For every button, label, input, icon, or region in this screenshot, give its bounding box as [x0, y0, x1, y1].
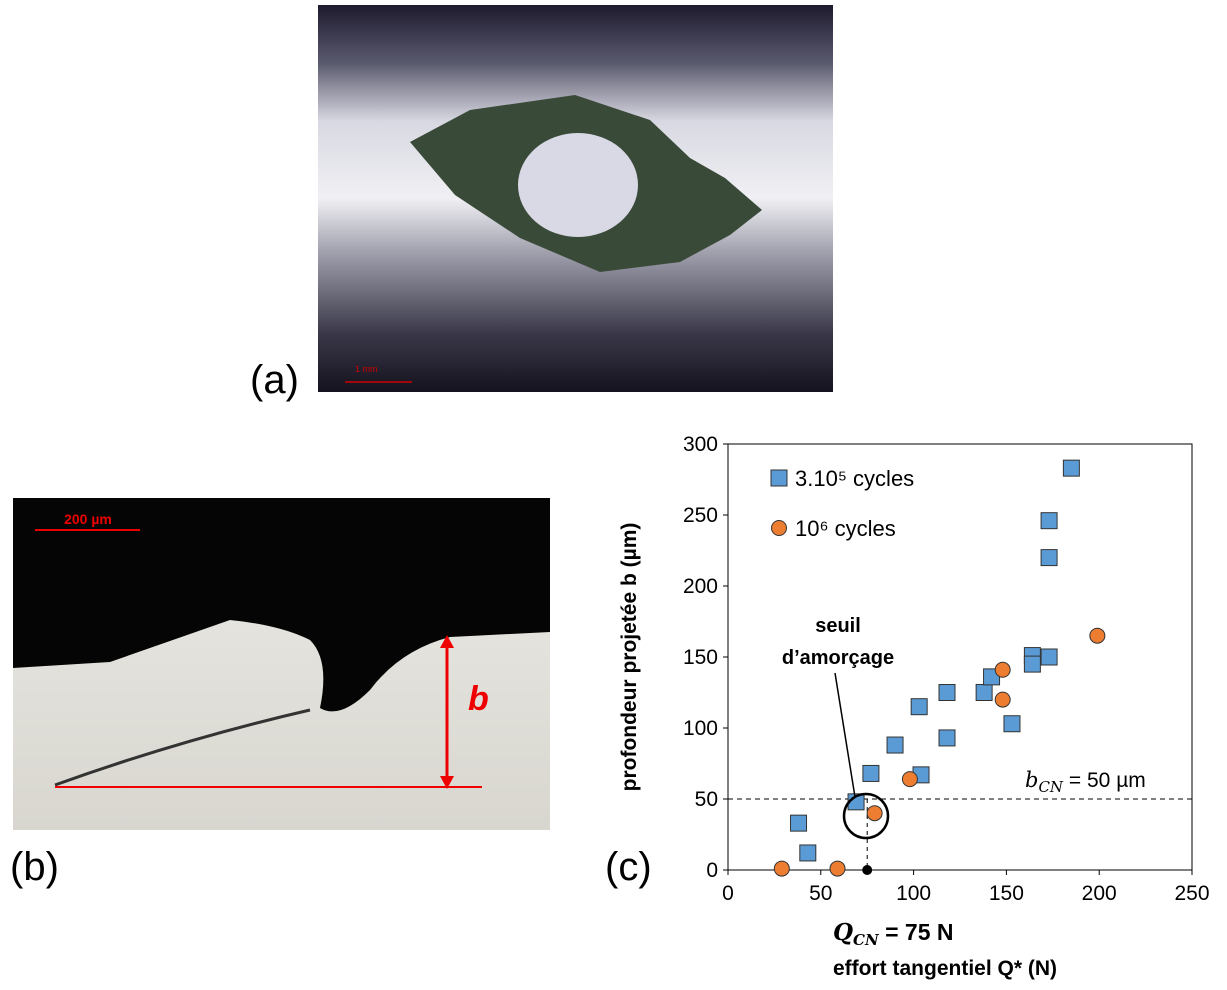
panel-label: (b) [10, 845, 59, 889]
square-point [1023, 655, 1041, 673]
annotation: bCN = 50 µm [1025, 768, 1146, 796]
circle-point [901, 771, 918, 788]
circle-point [994, 661, 1011, 678]
symbol: b [1025, 768, 1038, 792]
x-tick-label: 200 [1082, 882, 1117, 905]
square-point [938, 684, 956, 701]
depth-label: b [468, 680, 489, 718]
subscript: CN [853, 931, 880, 949]
circle-point [1089, 627, 1106, 644]
legend-marker [770, 469, 788, 487]
legend-marker [771, 520, 787, 536]
panel-label: (a) [250, 358, 299, 402]
square-point [910, 698, 928, 716]
arrow-head [440, 635, 454, 648]
x-tick-label: 250 [1174, 882, 1209, 905]
y-tick-label: 250 [683, 504, 718, 527]
circle-point [866, 805, 883, 822]
y-axis-label: profondeur projetée b (µm) [618, 523, 641, 792]
scale-text: 1 mm [355, 364, 378, 374]
square-point [886, 736, 904, 754]
square-point [790, 814, 808, 832]
square-point [1062, 459, 1080, 477]
chart: 0 50 100 150 200 250 300 0 50 100 150 200 250 effort … [618, 433, 1210, 980]
annotation: QCN = 75 N [833, 919, 954, 949]
annotation-pointer [834, 672, 856, 798]
annotation: seuil [815, 615, 861, 637]
square-point [1040, 648, 1058, 666]
crack [54, 708, 311, 787]
subscript: CN [1038, 778, 1063, 796]
legend-label: 3.10⁵ cycles [795, 466, 914, 491]
annotation-text: = 75 N [879, 919, 954, 945]
x-tick-label: 100 [896, 882, 931, 905]
y-tick-label: 200 [683, 575, 718, 598]
annotation: d’amorçage [782, 647, 894, 669]
y-tick-label: 300 [683, 433, 718, 456]
annotation-circle [842, 792, 890, 840]
x-axis-label: effort tangentiel Q* (N) [833, 957, 1057, 980]
y-tick-label: 150 [683, 646, 718, 669]
annotation-text: = 50 µm [1063, 769, 1146, 792]
square-point [1040, 549, 1058, 567]
scale-text: 200 µm [64, 511, 112, 527]
square-point [975, 684, 993, 701]
symbol: Q [833, 919, 853, 946]
x-tick-label: 50 [809, 882, 832, 905]
y-tick-label: 100 [683, 717, 718, 740]
y-tick-label: 50 [695, 788, 718, 811]
section-top [13, 498, 550, 712]
square-point [799, 844, 817, 862]
legend-label: 10⁶ cycles [795, 516, 896, 541]
scar-center [518, 133, 638, 237]
x-tick-label: 150 [989, 882, 1024, 905]
panel-label: (c) [605, 845, 652, 889]
x-tick-label: 0 [722, 882, 734, 905]
circle-point [773, 860, 790, 877]
circle-point [994, 691, 1011, 708]
arrow-head [440, 776, 454, 789]
square-point [938, 729, 956, 747]
circle-point [829, 860, 846, 877]
y-tick-label: 0 [706, 859, 718, 882]
square-point [1003, 715, 1021, 733]
square-point [1040, 512, 1058, 530]
square-point [862, 764, 880, 782]
threshold-point [862, 865, 873, 875]
